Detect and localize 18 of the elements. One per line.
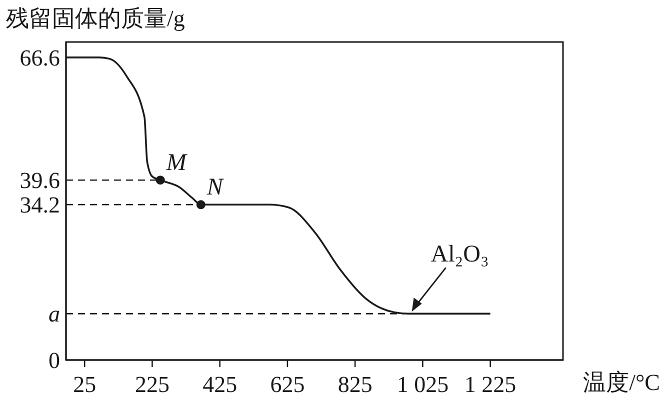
x-tick-label: 625 — [270, 372, 305, 397]
x-tick-label: 425 — [202, 372, 238, 397]
x-axis-title: 温度/°C — [583, 370, 660, 395]
x-tick-label: 25 — [73, 372, 96, 397]
x-tick-label: 225 — [134, 372, 170, 397]
y-tick-label: 39.6 — [20, 168, 60, 194]
x-tick-label: 1 025 — [396, 372, 449, 397]
annotation: Al₂O₃ — [430, 242, 489, 268]
y-tick-label: 66.6 — [20, 45, 60, 70]
annotation: M — [165, 150, 188, 176]
x-tick-label: 825 — [338, 372, 372, 397]
line-series — [66, 56, 492, 315]
y-axis-title: 残留固体的质量/g — [6, 6, 186, 31]
y-tick-label: 34.2 — [20, 192, 60, 218]
y-tick-label: 0 — [48, 348, 60, 373]
x-tick-label: 1 225 — [464, 372, 516, 397]
annotation: N — [206, 174, 225, 201]
y-tick-label: a — [48, 302, 60, 327]
